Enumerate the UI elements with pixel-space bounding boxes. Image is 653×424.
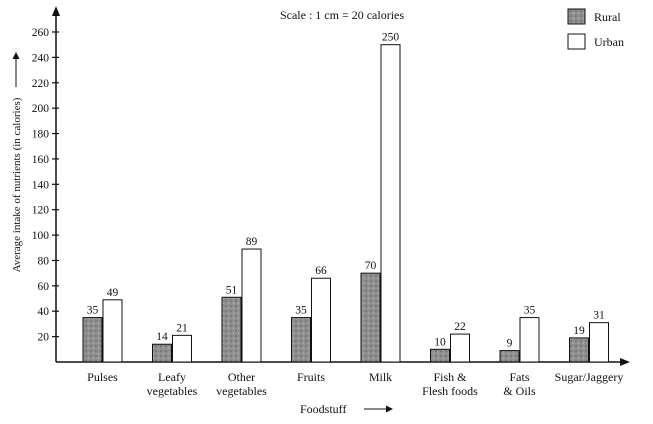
y-tick-label: 160 bbox=[32, 154, 50, 166]
x-tick-label: Flesh foods bbox=[422, 384, 478, 398]
y-axis-label-group: Average intake of nutrients (in calories… bbox=[11, 52, 23, 272]
bar-urban bbox=[450, 333, 470, 363]
bar-urban bbox=[589, 322, 609, 363]
bar-rural bbox=[291, 317, 311, 363]
y-axis-label: Average intake of nutrients (in calories… bbox=[11, 97, 23, 272]
bar-rural bbox=[82, 317, 103, 363]
x-axis-arrow bbox=[620, 358, 630, 366]
data-label-rural: 35 bbox=[87, 305, 99, 317]
data-label-urban: 250 bbox=[382, 32, 400, 44]
data-label-rural: 19 bbox=[573, 325, 585, 337]
x-tick-label: Leafy bbox=[158, 370, 186, 384]
data-label-urban: 66 bbox=[315, 265, 327, 277]
data-label-urban: 89 bbox=[246, 236, 258, 248]
bar-urban bbox=[102, 299, 123, 363]
y-ticks: 20 40 60 80 100 120 140 160 180 200 220 240 260 bbox=[32, 27, 59, 344]
legend: Rural Urban bbox=[567, 8, 624, 50]
legend-swatch-rural bbox=[567, 8, 586, 25]
data-label-urban: 31 bbox=[593, 310, 605, 322]
x-tick-label: Fats bbox=[509, 370, 529, 384]
bar-urban bbox=[380, 44, 401, 363]
x-tick-label: Fish & bbox=[433, 370, 467, 384]
y-tick-label: 220 bbox=[32, 78, 50, 90]
y-tick-label: 60 bbox=[38, 281, 50, 293]
bar-urban bbox=[241, 248, 262, 363]
bar-urban bbox=[519, 317, 540, 363]
data-label-rural: 9 bbox=[507, 338, 513, 350]
data-label-rural: 14 bbox=[156, 331, 168, 343]
y-axis-label-arrowhead bbox=[12, 52, 20, 59]
data-label-rural: 35 bbox=[295, 305, 307, 317]
bar-urban bbox=[172, 334, 192, 363]
x-tick-label: Sugar/Jaggery bbox=[555, 370, 624, 384]
y-tick-label: 260 bbox=[32, 27, 50, 39]
x-axis-label-arrowhead bbox=[386, 405, 393, 413]
x-tick-label: Other bbox=[228, 370, 255, 384]
x-axis-label: Foodstuff bbox=[300, 402, 346, 416]
data-label-urban: 21 bbox=[176, 322, 188, 334]
data-label-urban: 35 bbox=[524, 305, 536, 317]
y-tick-label: 120 bbox=[32, 205, 50, 217]
legend-swatch-urban bbox=[567, 33, 586, 50]
x-tick-label: vegetables bbox=[216, 384, 267, 398]
data-label-rural: 10 bbox=[434, 336, 446, 348]
x-tick-label: Fruits bbox=[297, 370, 325, 384]
y-tick-label: 100 bbox=[32, 230, 50, 242]
bar-rural bbox=[152, 343, 172, 363]
scale-note: Scale : 1 cm = 20 calories bbox=[280, 8, 404, 22]
bar-urban bbox=[311, 277, 331, 363]
y-tick-label: 180 bbox=[32, 129, 50, 141]
x-tick-label: & Oils bbox=[503, 384, 536, 398]
data-label-rural: 51 bbox=[226, 284, 238, 296]
bars: 35 49 14 21 51 89 35 66 70 250 10 22 9 35 19 31 bbox=[82, 32, 609, 363]
data-label-rural: 70 bbox=[365, 260, 377, 272]
y-axis-arrow bbox=[52, 6, 60, 16]
y-tick-label: 200 bbox=[32, 103, 50, 115]
x-tick-label: vegetables bbox=[147, 384, 198, 398]
legend-label-urban: Urban bbox=[594, 35, 624, 49]
bar-rural bbox=[430, 348, 450, 363]
y-tick-label: 40 bbox=[38, 306, 50, 318]
data-label-urban: 49 bbox=[107, 287, 119, 299]
y-tick-label: 20 bbox=[38, 332, 50, 344]
bar-rural bbox=[221, 296, 242, 363]
y-tick-label: 140 bbox=[32, 179, 50, 191]
bar-rural bbox=[499, 350, 520, 363]
x-tick-label: Pulses bbox=[87, 370, 118, 384]
y-tick-label: 240 bbox=[32, 52, 50, 64]
y-tick-label: 80 bbox=[38, 255, 50, 267]
bar-rural bbox=[569, 337, 589, 363]
x-tick-label: Milk bbox=[369, 370, 392, 384]
data-label-urban: 22 bbox=[454, 321, 466, 333]
legend-label-rural: Rural bbox=[594, 10, 621, 24]
x-category-labels: Pulses LeafyvegetablesOthervegetablesFrui… bbox=[87, 370, 623, 398]
bar-rural bbox=[360, 272, 381, 363]
